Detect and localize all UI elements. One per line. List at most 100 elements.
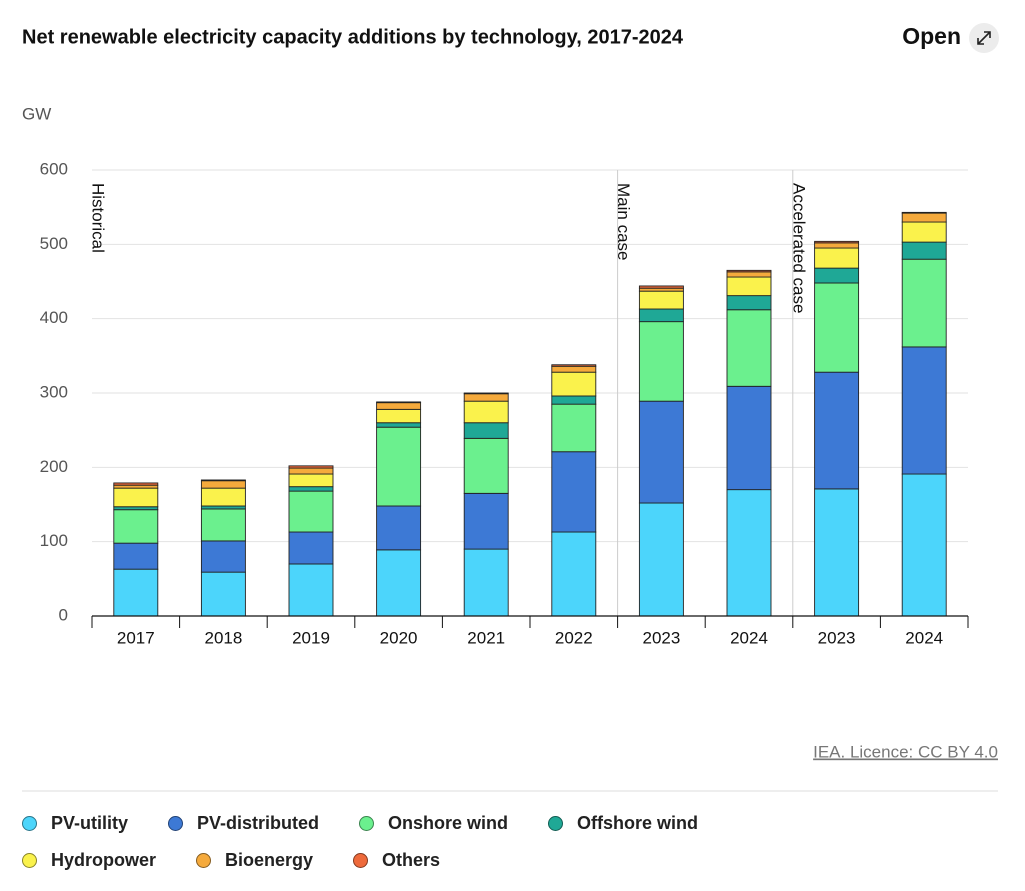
x-tick-label: 2023 <box>818 628 856 647</box>
x-tick-label: 2019 <box>292 628 330 647</box>
bar-segment <box>901 221 947 243</box>
open-icon[interactable] <box>969 23 999 53</box>
bar-segment <box>551 395 597 405</box>
bar-segment <box>814 488 860 617</box>
legend-swatch <box>22 853 37 868</box>
legend-item[interactable]: Others <box>353 849 440 872</box>
y-tick-label: 600 <box>40 159 68 178</box>
y-axis-label: GW <box>22 104 51 123</box>
bar-segment <box>376 422 422 428</box>
bar-segment <box>288 473 334 488</box>
bar-segment <box>376 401 422 404</box>
bar-segment <box>376 426 422 507</box>
bar-segment <box>463 393 509 402</box>
x-tick-label: 2018 <box>204 628 242 647</box>
bar-segment <box>814 267 860 284</box>
bar-segment <box>288 490 334 533</box>
legend-label: Bioenergy <box>225 850 314 870</box>
bar-segment <box>551 403 597 453</box>
bar-segment <box>726 271 772 278</box>
legend-swatch <box>22 816 37 831</box>
bar-segment <box>463 392 509 395</box>
bar-segment <box>113 509 159 544</box>
bar-segment <box>376 408 422 424</box>
bar-segment <box>726 309 772 387</box>
bar-segment <box>113 568 159 617</box>
bar-segment <box>638 285 684 289</box>
bar-segment <box>726 269 772 273</box>
legend-swatch <box>359 816 375 831</box>
bar-segment <box>901 346 947 475</box>
x-tick-label: 2022 <box>555 628 593 647</box>
open-button[interactable]: Open <box>902 23 961 49</box>
y-tick-label: 0 <box>59 605 68 624</box>
bar-segment <box>638 400 684 504</box>
bar-segment <box>463 437 509 494</box>
legend-swatch <box>548 816 564 831</box>
legend-item[interactable]: Offshore wind <box>548 812 698 835</box>
legend-swatch <box>168 816 184 831</box>
x-tick-label: 2021 <box>467 628 505 647</box>
legend-item[interactable]: PV-distributed <box>168 812 319 835</box>
bar-segment <box>200 479 246 482</box>
y-tick-label: 500 <box>40 234 68 253</box>
bar-segment <box>463 400 509 424</box>
bar-segment <box>814 240 860 244</box>
source-link[interactable]: IEA. Licence: CC BY 4.0 <box>813 742 998 761</box>
bar-segment <box>200 487 246 507</box>
bar-segment <box>113 482 159 486</box>
bar-segment <box>463 548 509 617</box>
bar-segment <box>200 571 246 617</box>
bar-segment <box>551 365 597 373</box>
section-annotation: Historical <box>89 183 108 253</box>
bar-segment <box>638 502 684 617</box>
bar-segment <box>376 402 422 410</box>
bar-segment <box>726 489 772 617</box>
bar-segment <box>288 465 334 469</box>
y-tick-label: 100 <box>40 531 68 550</box>
legend-label: Onshore wind <box>388 813 509 833</box>
bar-segment <box>726 295 772 311</box>
bar-segment <box>463 492 509 550</box>
bar-segment <box>376 505 422 551</box>
bar-segment <box>551 364 597 367</box>
bar-segment <box>200 540 246 573</box>
y-tick-label: 400 <box>40 308 68 327</box>
legend-label: PV-utility <box>51 813 129 833</box>
legend-item[interactable]: PV-utility <box>22 812 128 835</box>
bar-segment <box>551 531 597 617</box>
bar-segment <box>376 549 422 617</box>
bar-segment <box>901 241 947 260</box>
legend-label: Offshore wind <box>577 813 699 833</box>
legend-swatch <box>196 853 212 868</box>
bar-segment <box>288 563 334 617</box>
bar-segment <box>726 276 772 297</box>
bar-segment <box>726 385 772 491</box>
bar-segment <box>901 212 947 223</box>
bar-segment <box>814 371 860 490</box>
legend-item[interactable]: Onshore wind <box>359 812 508 835</box>
bar-segment <box>113 487 159 508</box>
bar-segment <box>463 422 509 439</box>
bar-segment <box>551 371 597 397</box>
bar-segment <box>288 486 334 492</box>
bar-segment <box>113 542 159 570</box>
bar-segment <box>901 473 947 617</box>
legend: PV-utility PV-distributed Onshore wind Offs… <box>22 812 902 872</box>
legend-item[interactable]: Bioenergy <box>196 849 313 872</box>
y-tick-label: 200 <box>40 457 68 476</box>
bar-segment <box>288 467 334 475</box>
legend-swatch <box>353 853 369 868</box>
x-tick-label: 2024 <box>905 628 943 647</box>
legend-item[interactable]: Hydropower <box>22 849 156 872</box>
bar-segment <box>638 321 684 402</box>
bar-segment <box>814 247 860 269</box>
section-annotation: Accelerated case <box>789 183 808 313</box>
legend-label: Others <box>382 850 441 870</box>
bar-segment <box>901 211 947 214</box>
section-annotation: Main case <box>614 183 633 260</box>
bar-segment <box>551 451 597 533</box>
bar-segment <box>638 308 684 323</box>
x-tick-label: 2020 <box>380 628 418 647</box>
